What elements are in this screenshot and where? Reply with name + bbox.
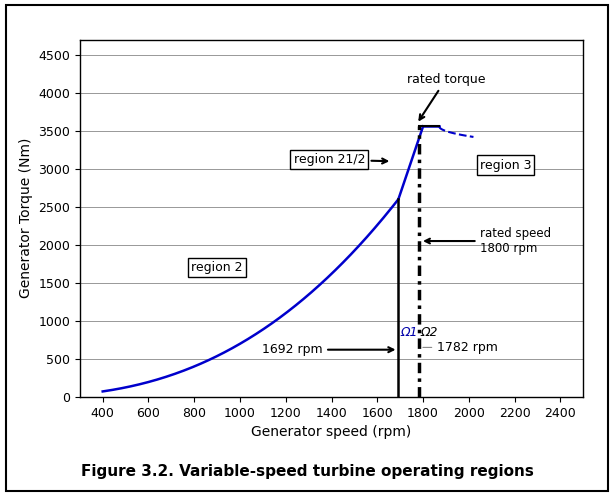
Text: 1692 rpm: 1692 rpm	[262, 343, 394, 356]
Text: Ω1: Ω1	[400, 326, 418, 339]
X-axis label: Generator speed (rpm): Generator speed (rpm)	[252, 425, 411, 439]
Text: region 21/2: region 21/2	[293, 153, 387, 166]
Y-axis label: Generator Torque (Nm): Generator Torque (Nm)	[18, 138, 33, 299]
Text: Figure 3.2. Variable-speed turbine operating regions: Figure 3.2. Variable-speed turbine opera…	[80, 464, 534, 479]
Text: rated torque: rated torque	[406, 73, 485, 120]
Text: region 2: region 2	[192, 261, 243, 274]
Text: region 3: region 3	[480, 159, 531, 172]
Text: rated speed
1800 rpm: rated speed 1800 rpm	[426, 227, 551, 255]
Text: 1782 rpm: 1782 rpm	[423, 341, 498, 354]
Text: Ω2: Ω2	[421, 326, 438, 339]
